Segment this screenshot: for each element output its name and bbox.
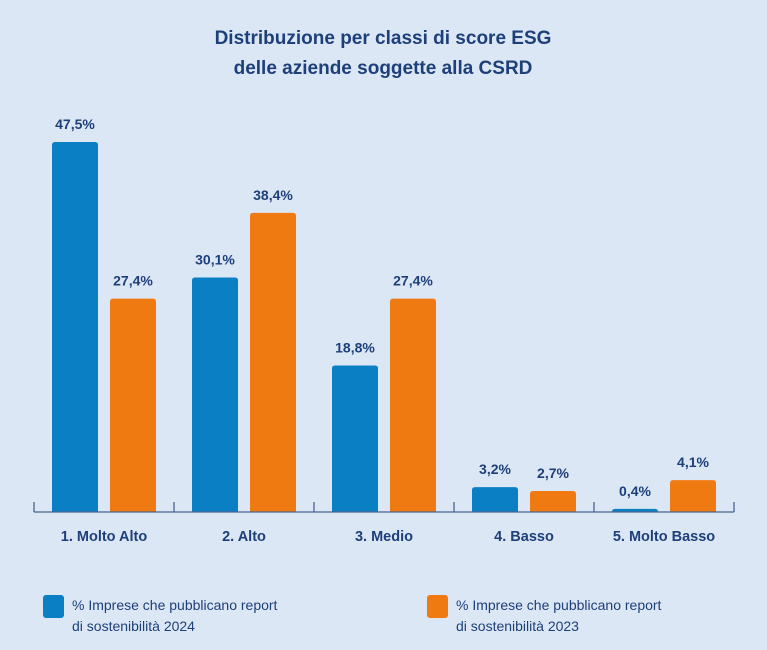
bar-2023-1	[110, 298, 156, 512]
bar-2024-2	[192, 277, 238, 512]
data-label-2023-4: 2,7%	[537, 465, 569, 481]
legend-label-2023: % Imprese che pubblicano report	[456, 597, 662, 613]
bar-2024-4	[472, 487, 518, 512]
x-tick-label: 2. Alto	[222, 529, 266, 545]
x-tick-label: 5. Molto Basso	[613, 529, 715, 545]
x-axis: 1. Molto Alto 2. Alto 3. Medio 4. Basso 5. M…	[33, 502, 735, 545]
data-label-2023-5: 4,1%	[677, 454, 709, 470]
x-tick-label: 3. Medio	[355, 529, 413, 545]
bar-2024-5	[612, 508, 658, 512]
data-label-2024-2: 30,1%	[195, 252, 235, 268]
bar-2023-5	[670, 480, 716, 512]
data-label-2024-1: 47,5%	[55, 116, 95, 132]
data-label-2024-4: 3,2%	[479, 461, 511, 477]
legend-swatch-2024	[43, 595, 64, 618]
legend-label-2024: % Imprese che pubblicano report	[72, 597, 278, 613]
chart-title-line-1: Distribuzione per classi di score ESG	[215, 28, 552, 49]
data-label-2023-3: 27,4%	[393, 273, 433, 289]
bars-group: 47,5% 27,4% 30,1% 38,4% 18,8% 27,4% 3,2% 2,7% 0,…	[52, 116, 716, 512]
data-label-2024-3: 18,8%	[335, 340, 375, 356]
legend-label-2024: di sostenibilità 2024	[72, 618, 195, 634]
bar-2023-2	[250, 212, 296, 512]
bar-2023-4	[530, 490, 576, 512]
bar-2023-3	[390, 298, 436, 512]
x-tick-label: 4. Basso	[494, 529, 554, 545]
data-label-2023-2: 38,4%	[253, 187, 293, 203]
legend-swatch-2023	[427, 595, 448, 618]
bar-2024-3	[332, 365, 378, 512]
data-label-2024-5: 0,4%	[619, 483, 651, 499]
data-label-2023-1: 27,4%	[113, 273, 153, 289]
legend: % Imprese che pubblicano report di sosten…	[43, 595, 662, 634]
bar-2024-1	[52, 142, 98, 512]
legend-label-2023: di sostenibilità 2023	[456, 618, 579, 634]
chart-title-line-2: delle aziende soggette alla CSRD	[234, 58, 533, 79]
x-tick-label: 1. Molto Alto	[61, 529, 148, 545]
